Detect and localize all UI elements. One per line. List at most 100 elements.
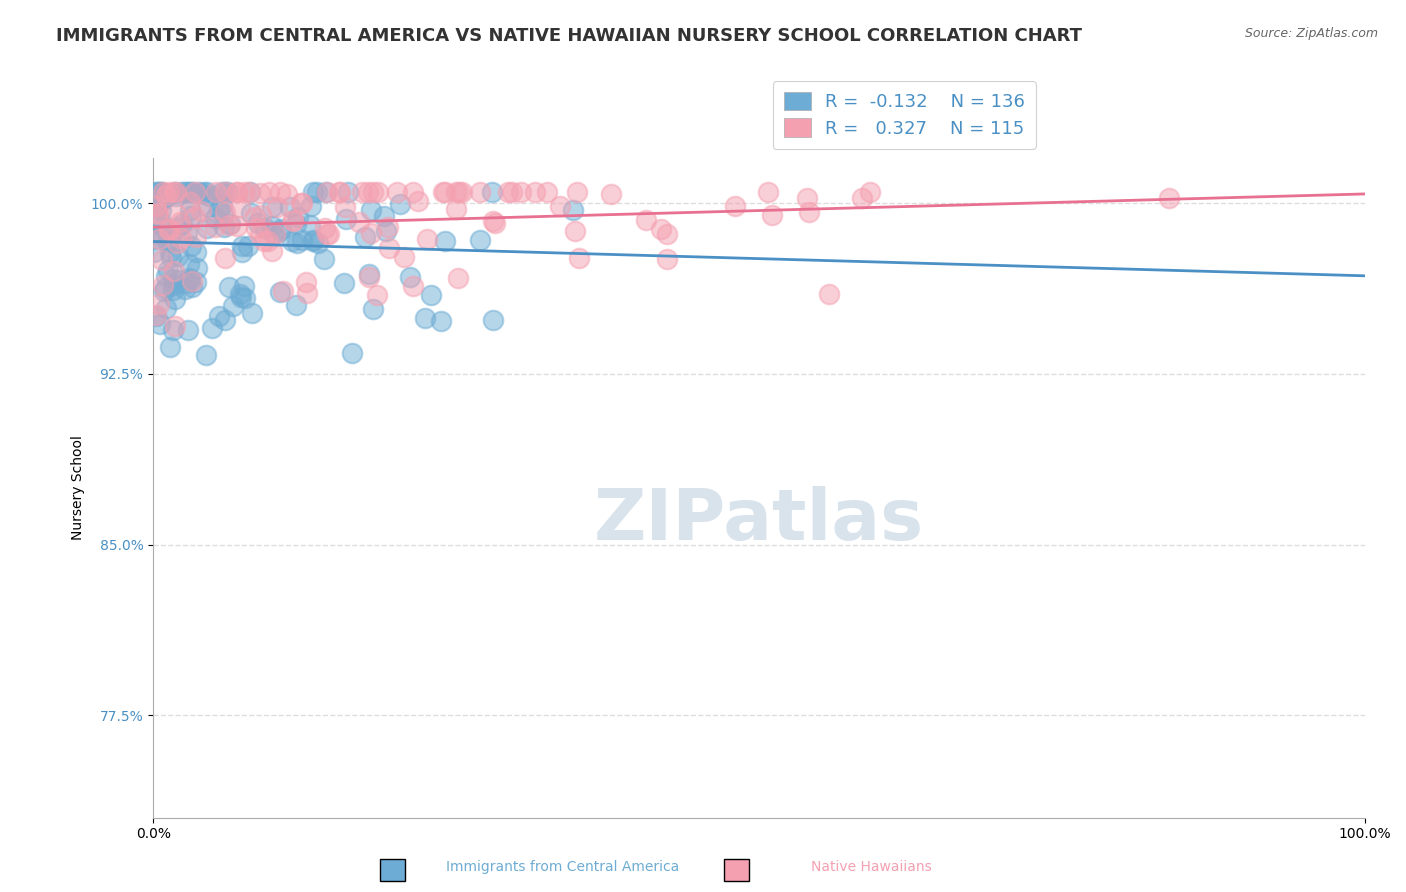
Point [329,185,352,199]
Point [333,277,356,291]
Point [142,245,165,260]
Point [146,185,169,199]
Point [162,186,184,201]
Point [399,270,422,285]
Point [337,185,360,199]
Point [233,185,256,199]
Point [204,211,226,226]
Point [262,219,284,233]
Point [148,297,170,311]
Point [211,185,233,199]
Point [214,313,236,327]
Point [169,215,191,229]
Point [340,346,363,360]
Point [173,185,195,199]
Point [817,287,839,301]
Point [430,314,453,328]
Point [335,200,357,214]
Point [316,227,339,241]
Point [451,185,474,199]
Point [249,186,271,201]
Point [299,219,322,233]
Point [392,250,415,264]
Point [145,199,167,213]
Point [162,272,184,286]
Point [195,185,218,199]
Point [177,185,200,199]
Point [172,218,194,232]
Point [256,234,278,248]
Point [269,224,291,238]
Point [152,277,174,292]
Point [145,201,167,215]
Point [157,223,180,237]
Point [186,245,208,260]
Point [153,284,176,298]
Point [524,185,547,199]
Point [165,188,187,202]
Point [260,244,283,259]
Point [287,210,309,224]
Point [214,185,236,199]
Point [335,212,357,227]
Point [562,202,585,217]
Point [155,301,177,316]
Y-axis label: Nursery School: Nursery School [72,435,86,540]
Point [184,230,207,244]
Point [212,207,235,221]
Point [600,186,623,201]
Point [201,321,224,335]
Text: ZIPatlas: ZIPatlas [593,486,924,555]
Point [186,261,208,276]
Point [481,312,503,326]
Point [217,185,239,199]
Point [291,234,314,248]
Point [214,252,236,266]
Point [190,203,212,218]
Point [408,194,430,209]
Point [509,185,531,199]
Point [145,308,167,322]
Point [143,232,166,246]
Point [305,185,328,199]
Point [271,284,294,298]
Point [253,220,276,235]
Point [197,200,219,214]
Point [167,250,190,264]
Point [290,196,312,211]
Point [174,282,197,296]
Point [152,185,174,199]
Point [307,235,329,250]
Point [149,187,172,202]
Point [366,288,388,302]
Point [1157,191,1180,205]
Point [484,216,506,230]
Point [183,185,205,199]
Point [238,185,260,199]
Point [496,185,519,199]
Point [156,235,179,250]
Point [299,199,322,213]
Point [146,185,169,199]
Point [239,185,262,199]
Point [285,217,308,231]
Point [482,214,505,228]
Point [434,185,457,199]
Point [433,234,456,248]
Point [153,192,176,206]
Text: Source: ZipAtlas.com: Source: ZipAtlas.com [1244,27,1378,40]
Point [148,317,170,331]
Point [285,236,308,251]
Point [415,232,437,246]
Point [165,207,187,221]
Point [180,185,202,199]
Point [145,309,167,323]
Point [226,185,249,199]
Point [353,230,375,244]
Point [153,190,176,204]
Point [208,202,231,216]
Point [211,197,233,211]
Point [402,185,425,199]
Point [179,202,201,217]
Point [170,185,193,199]
